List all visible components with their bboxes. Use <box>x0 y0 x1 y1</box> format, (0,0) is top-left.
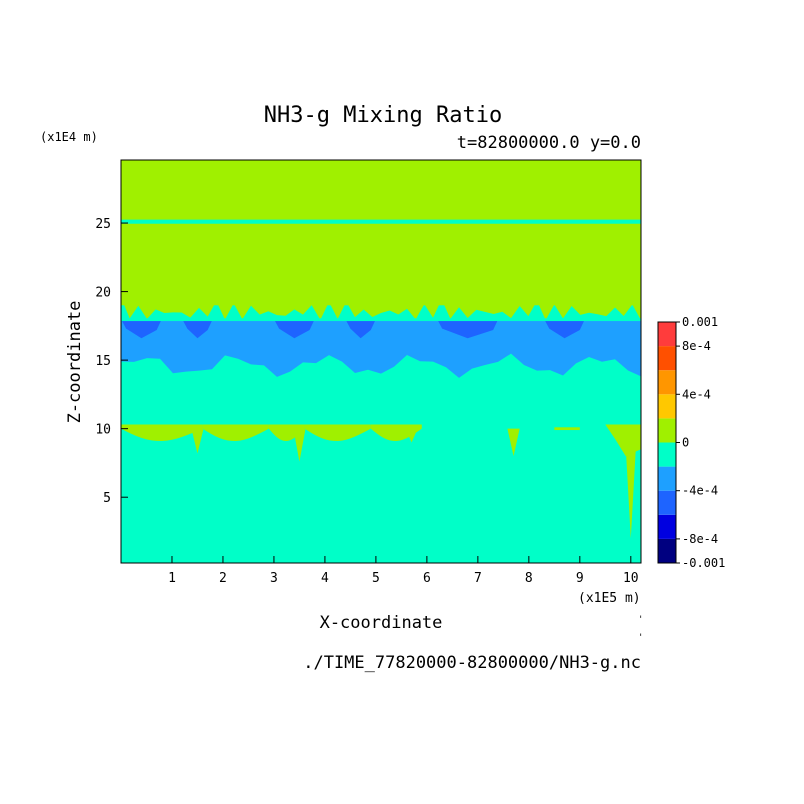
contour-arch <box>202 424 269 442</box>
plot-area <box>120 159 642 564</box>
y-tick-label: 15 <box>95 354 111 369</box>
contour-patch <box>554 427 580 431</box>
colorbar-tick-label: 4e-4 <box>682 387 711 401</box>
contour-deep-patch <box>437 319 499 339</box>
colorbar-tick-label: 0 <box>682 436 689 450</box>
chart-title: NH3-g Mixing Ratio <box>264 103 502 128</box>
contour-upper-layer <box>121 160 641 306</box>
x-tick-label: 8 <box>525 571 533 586</box>
colorbar-swatch <box>658 538 676 563</box>
artifact-mark: ' <box>638 615 643 625</box>
x-tick-label: 6 <box>423 571 431 586</box>
plot-frame <box>120 159 642 564</box>
colorbar-swatch <box>658 490 676 515</box>
contour-arch <box>304 424 371 442</box>
contour-spike <box>507 428 520 457</box>
x-tick-label: 1 <box>168 571 176 586</box>
filled-contours <box>121 160 641 563</box>
contour-spike <box>191 428 204 454</box>
y-axis-label: Z-coordinate <box>65 301 85 424</box>
artifact-mark: ' <box>638 633 643 643</box>
contour-deep-patch <box>273 319 315 339</box>
contour-spike <box>293 428 306 462</box>
contour-thin-band <box>121 219 641 224</box>
x-tick-label: 10 <box>623 571 639 586</box>
contour-spike <box>624 428 637 539</box>
contour-arch <box>121 424 203 442</box>
y-axis: 5 10 15 20 25 <box>95 217 128 506</box>
x-tick-label: 2 <box>219 571 227 586</box>
colorbar-swatch <box>658 346 676 371</box>
colorbar-tick-label: 0.001 <box>682 315 718 329</box>
colorbar-swatch <box>658 418 676 443</box>
x-tick-label: 4 <box>321 571 329 586</box>
colorbar-swatch <box>658 466 676 491</box>
colorbar: 0.001 8e-4 4e-4 0 -4e-4 -8e-4 -0.001 <box>657 315 725 570</box>
y-tick-label: 5 <box>103 491 111 506</box>
x-tick-label: 5 <box>372 571 380 586</box>
colorbar-tick-label: 8e-4 <box>682 339 711 353</box>
contour-deep-patch <box>345 319 376 339</box>
colorbar-tick-label: -0.001 <box>682 556 725 570</box>
colorbar-swatch <box>658 322 676 347</box>
colorbar-tick-label: -4e-4 <box>682 484 718 498</box>
colorbar-swatch <box>658 370 676 395</box>
x-tick-label: 3 <box>270 571 278 586</box>
source-file-path: ./TIME_77820000-82800000/NH3-g.nc <box>303 653 641 673</box>
colorbar-swatch <box>658 514 676 539</box>
y-tick-label: 20 <box>95 286 111 301</box>
contour-depleted-layer <box>121 319 641 378</box>
x-tick-label: 9 <box>576 571 584 586</box>
x-tick-label: 7 <box>474 571 482 586</box>
y-scale-label: (x1E4 m) <box>40 130 98 144</box>
colorbar-swatch <box>658 394 676 419</box>
contour-plume <box>605 424 641 457</box>
x-axis: 1 2 3 4 5 6 7 8 9 10 <box>168 556 639 586</box>
x-axis-label: X-coordinate <box>320 613 443 633</box>
contour-thin-line <box>121 318 641 322</box>
contour-deep-patch <box>544 319 585 339</box>
y-tick-label: 10 <box>95 423 111 438</box>
chart-subtitle: t=82800000.0 y=0.0 <box>457 133 641 153</box>
colorbar-tick-label: -8e-4 <box>682 532 718 546</box>
contour-deep-patch <box>182 319 213 339</box>
contour-upper-fringe <box>121 297 641 321</box>
contour-deep-patch <box>121 319 162 339</box>
colorbar-swatch <box>658 442 676 467</box>
contour-spike <box>405 428 418 443</box>
y-tick-label: 25 <box>95 217 111 232</box>
x-scale-label: (x1E5 m) <box>578 591 641 606</box>
